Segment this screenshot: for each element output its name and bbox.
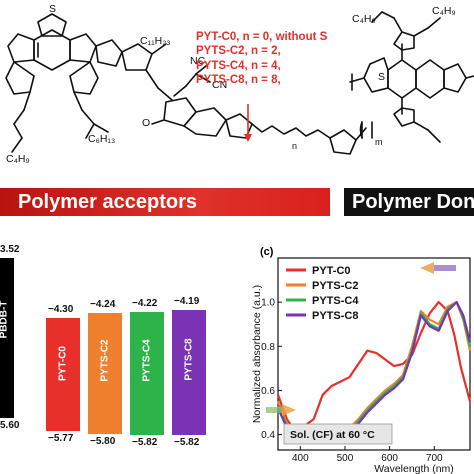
acceptor-structure	[5, 11, 474, 155]
legend-entry: PYTS-C4	[312, 295, 359, 307]
x-tick-label: 400	[292, 453, 309, 464]
chem-label-s-top: S	[49, 3, 57, 15]
energy-bar-label: PBDB-T	[0, 300, 10, 339]
series-item-pyts-c4: PYTS-C4, n = 4,	[196, 59, 281, 72]
energy-bar-label: PYT-C0	[57, 345, 69, 381]
chem-label-o: O	[142, 117, 151, 129]
y-axis-label: Normalized absorbance (a.u.)	[252, 285, 263, 423]
chem-label-c6: C₆H₁₃	[88, 133, 116, 145]
chem-label-cn: CN	[212, 79, 228, 91]
absorbance-chart: 400 500 600 700 0.4 0.6 0.8 1.0 Wavelength (nm) N…	[252, 257, 472, 474]
energy-bar-pyts-c4	[130, 311, 164, 436]
series-item-pyts-c2: PYTS-C2, n = 2,	[196, 45, 281, 58]
x-tick-label: 700	[426, 453, 443, 464]
energy-bar-label: PYTS-C8	[183, 337, 195, 381]
series-line-pyts-c4	[276, 301, 472, 438]
annotation-text: Sol. (CF) at 60 °C	[290, 429, 375, 441]
lumo-value: −4.22	[132, 297, 158, 309]
lumo-value: −4.30	[48, 304, 74, 316]
legend-entry: PYTS-C2	[312, 280, 358, 292]
x-axis-label: Wavelength (nm)	[374, 463, 454, 474]
shift-arrow-left-tail	[266, 407, 282, 413]
energy-bar-pyts-c2	[88, 313, 122, 434]
chem-label-c4: C₄H₉	[6, 153, 30, 165]
energy-bar-label: PYTS-C4	[141, 339, 153, 382]
banner-acceptor-text: Polymer acceptors	[18, 191, 197, 213]
energy-bar-pyts-c8	[172, 309, 206, 436]
banner-polymer-acceptors: Polymer acceptors	[0, 188, 330, 216]
y-tick-label: 1.0	[261, 298, 275, 309]
energy-bar-pyt-c0	[46, 318, 80, 432]
donor-label-c4-a: C₄H₉	[352, 13, 376, 25]
chem-label-c11: C₁₁H₂₃	[140, 35, 171, 47]
homo-value: −5.82	[132, 437, 158, 449]
homo-value: −5.80	[90, 435, 116, 447]
panel-label-c: (c)	[260, 246, 274, 258]
shift-arrow-top	[420, 262, 434, 274]
x-tick-label: 600	[381, 453, 398, 464]
shift-arrow-left	[282, 404, 296, 416]
legend-entry: PYT-C0	[312, 265, 351, 277]
energy-bar-pbdb-t	[0, 258, 14, 419]
y-tick-label: 0.4	[261, 430, 275, 441]
chem-label-n-index: n	[292, 141, 298, 151]
absorbance-panel: (c) 400 500 600 700 0.4 0.6 0.8 1.0 Wavelength (…	[252, 240, 474, 474]
annotation-box	[283, 423, 393, 445]
y-tick-label: 0.6	[261, 386, 275, 397]
energy-bar-label: PYTS-C2	[99, 339, 111, 383]
acceptor-series-list: PYT-C0, n = 0, without S PYTS-C2, n = 2,…	[196, 30, 327, 88]
donor-label-s: S	[378, 71, 386, 83]
donor-label-c4-b: C₄H₉	[432, 5, 456, 17]
x-tick-label: 500	[337, 453, 354, 464]
energy-level-panel: PBDB-T 3.52 5.60 PYT-C0 −4.30 −5.77 PYTS-C2 −4.…	[0, 240, 250, 474]
banner-donor-text: Polymer Donor	[352, 191, 474, 213]
homo-value: 5.60	[0, 420, 20, 432]
chem-label-m-index: m	[375, 137, 383, 147]
banner-polymer-donor: Polymer Donor	[344, 188, 474, 216]
y-tick-label: 0.8	[261, 342, 275, 353]
homo-value: −5.77	[48, 433, 74, 445]
series-item-pyt-c0: PYT-C0, n = 0, without S	[196, 31, 328, 43]
plot-frame	[277, 257, 471, 451]
lumo-value: −4.19	[174, 295, 200, 307]
legend-entry: PYTS-C8	[312, 310, 358, 322]
homo-value: −5.82	[174, 437, 200, 449]
chem-label-nc: NC	[190, 55, 206, 67]
lumo-value: 3.52	[0, 244, 20, 255]
lumo-value: −4.24	[90, 299, 116, 311]
shift-arrow-top-tail	[434, 265, 456, 271]
series-line-pyt-c0	[276, 301, 472, 434]
series-item-pyts-c8: PYTS-C8, n = 8,	[196, 74, 281, 87]
